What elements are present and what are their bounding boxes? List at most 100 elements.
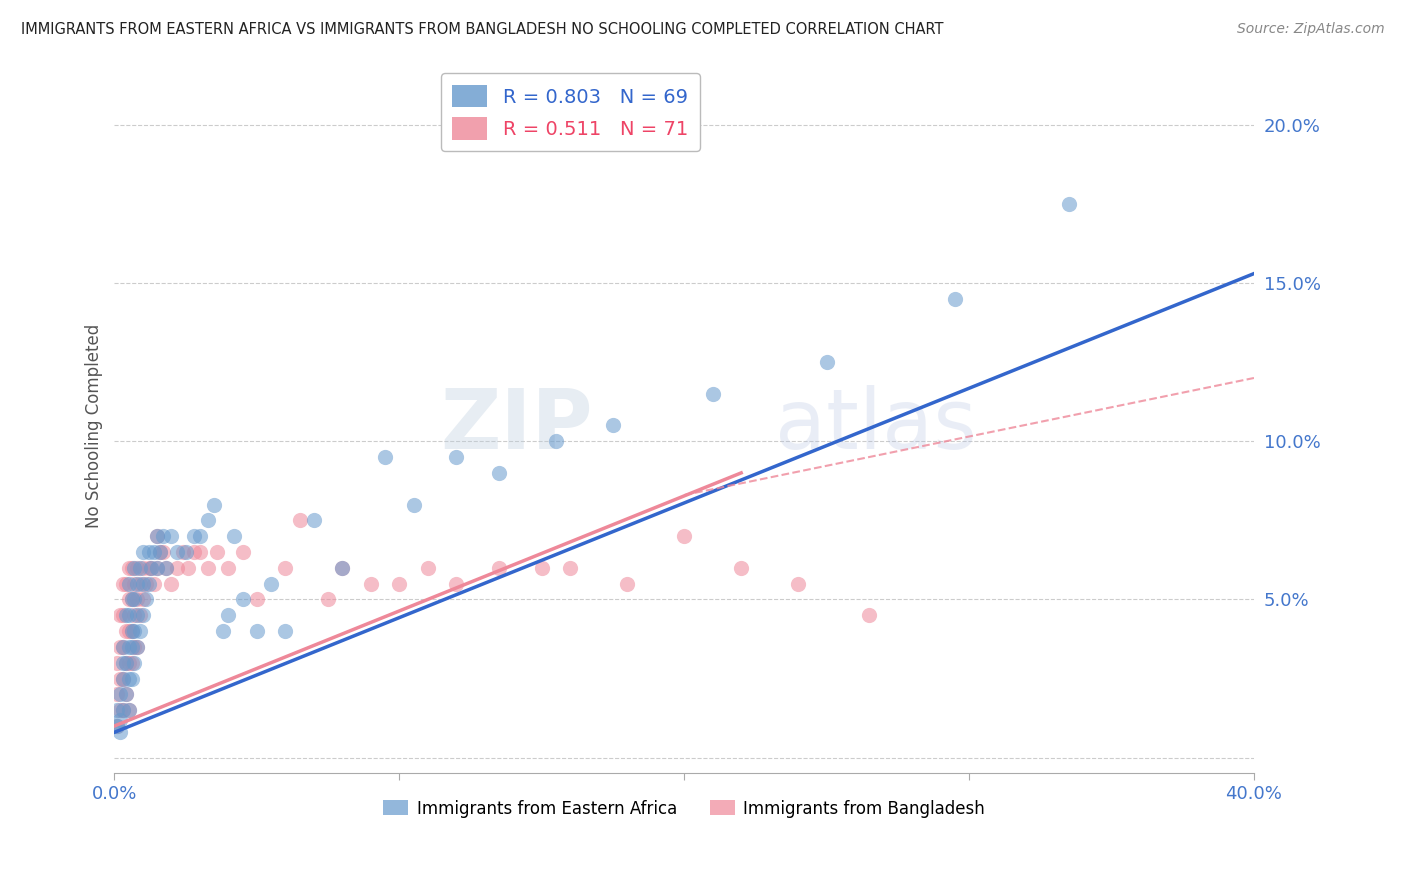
Y-axis label: No Schooling Completed: No Schooling Completed — [86, 323, 103, 527]
Point — [488, 561, 510, 575]
Point — [160, 529, 183, 543]
Point — [129, 576, 152, 591]
Point — [111, 672, 134, 686]
Point — [246, 592, 269, 607]
Point — [330, 561, 353, 575]
Point — [124, 640, 146, 654]
Point — [152, 545, 174, 559]
Point — [129, 608, 152, 623]
Point — [330, 561, 353, 575]
Point — [188, 529, 211, 543]
Point — [118, 624, 141, 638]
Point — [374, 450, 396, 464]
Point — [118, 703, 141, 717]
Point — [152, 529, 174, 543]
Point — [124, 624, 146, 638]
Point — [246, 624, 269, 638]
Point — [105, 656, 128, 670]
Point — [132, 576, 155, 591]
Point — [402, 498, 425, 512]
Point — [111, 703, 134, 717]
Point — [177, 561, 200, 575]
Point — [105, 687, 128, 701]
Point — [118, 592, 141, 607]
Point — [217, 608, 239, 623]
Point — [114, 687, 136, 701]
Point — [127, 576, 149, 591]
Point — [560, 561, 582, 575]
Point — [388, 576, 411, 591]
Point — [108, 703, 131, 717]
Point — [118, 608, 141, 623]
Point — [121, 656, 143, 670]
Point — [108, 725, 131, 739]
Point — [146, 561, 169, 575]
Point — [360, 576, 382, 591]
Point — [146, 529, 169, 543]
Legend: Immigrants from Eastern Africa, Immigrants from Bangladesh: Immigrants from Eastern Africa, Immigran… — [377, 793, 991, 824]
Text: IMMIGRANTS FROM EASTERN AFRICA VS IMMIGRANTS FROM BANGLADESH NO SCHOOLING COMPLE: IMMIGRANTS FROM EASTERN AFRICA VS IMMIGR… — [21, 22, 943, 37]
Point — [288, 513, 311, 527]
Point — [105, 719, 128, 733]
Point — [114, 656, 136, 670]
Point — [446, 576, 468, 591]
Point — [114, 624, 136, 638]
Point — [129, 624, 152, 638]
Point — [815, 355, 838, 369]
Point — [217, 561, 239, 575]
Point — [166, 561, 188, 575]
Point — [138, 561, 160, 575]
Point — [143, 545, 166, 559]
Point — [121, 640, 143, 654]
Point — [118, 640, 141, 654]
Point — [124, 656, 146, 670]
Point — [121, 624, 143, 638]
Point — [943, 292, 966, 306]
Point — [197, 513, 219, 527]
Point — [105, 719, 128, 733]
Point — [118, 656, 141, 670]
Text: atlas: atlas — [775, 385, 977, 466]
Point — [114, 656, 136, 670]
Point — [127, 640, 149, 654]
Point — [222, 529, 245, 543]
Point — [416, 561, 439, 575]
Point — [274, 624, 297, 638]
Point — [616, 576, 638, 591]
Point — [108, 640, 131, 654]
Point — [105, 703, 128, 717]
Point — [124, 561, 146, 575]
Point — [118, 672, 141, 686]
Point — [141, 561, 163, 575]
Point — [108, 672, 131, 686]
Point — [544, 434, 567, 449]
Point — [124, 592, 146, 607]
Point — [121, 624, 143, 638]
Point — [188, 545, 211, 559]
Point — [730, 561, 752, 575]
Point — [124, 608, 146, 623]
Point — [197, 561, 219, 575]
Point — [172, 545, 194, 559]
Point — [302, 513, 325, 527]
Point — [149, 545, 172, 559]
Point — [118, 561, 141, 575]
Point — [114, 608, 136, 623]
Point — [111, 640, 134, 654]
Point — [274, 561, 297, 575]
Point — [108, 687, 131, 701]
Point — [111, 703, 134, 717]
Point — [114, 687, 136, 701]
Point — [673, 529, 696, 543]
Point — [155, 561, 177, 575]
Point — [155, 561, 177, 575]
Point — [174, 545, 197, 559]
Point — [160, 576, 183, 591]
Point — [121, 561, 143, 575]
Point — [858, 608, 880, 623]
Point — [232, 545, 254, 559]
Point — [260, 576, 283, 591]
Point — [316, 592, 339, 607]
Point — [111, 640, 134, 654]
Point — [149, 545, 172, 559]
